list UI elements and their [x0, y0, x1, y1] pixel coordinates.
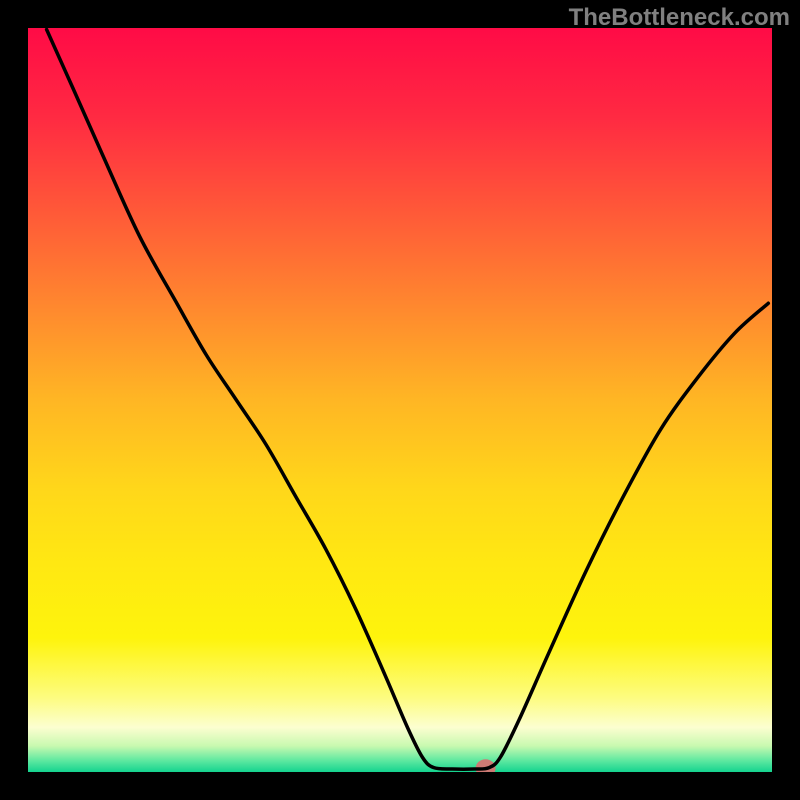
chart-container: TheBottleneck.com — [0, 0, 800, 800]
watermark-text: TheBottleneck.com — [569, 4, 790, 32]
gradient-background — [28, 28, 772, 772]
bottleneck-chart — [0, 0, 800, 800]
plot-area — [0, 0, 800, 800]
